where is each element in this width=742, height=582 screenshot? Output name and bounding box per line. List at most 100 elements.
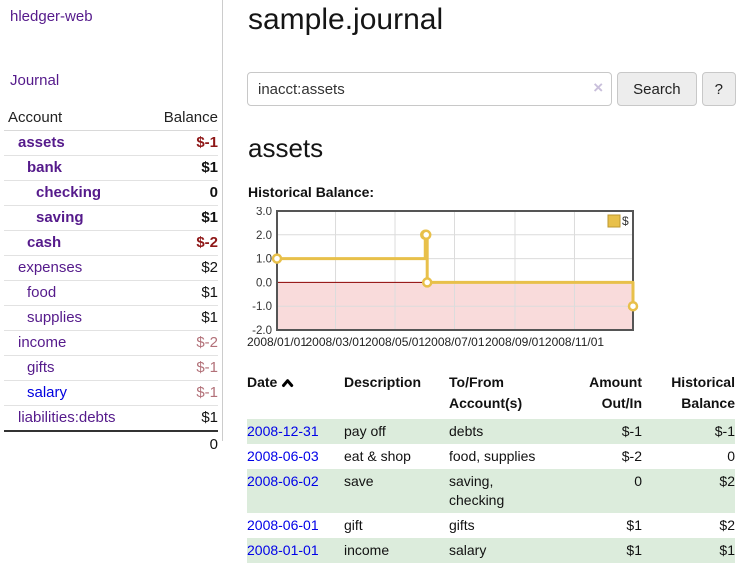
description-column-header: Description <box>344 374 422 390</box>
transaction-row: 2008-06-03 eat & shop food, supplies $-2… <box>247 444 735 469</box>
sidebar-item-journal[interactable]: Journal <box>10 72 60 89</box>
svg-text:-2.0: -2.0 <box>252 325 272 337</box>
historical-balance-chart: $3.0 2.0 1.0 0.0 -1.0 -2.0 2008/01/01 2008/03/0… <box>247 206 647 354</box>
account-row: assets $-1 <box>4 131 218 156</box>
help-button[interactable]: ? <box>701 72 736 106</box>
accounts-total-row: 0 <box>4 432 218 457</box>
search-button[interactable]: Search <box>617 72 697 106</box>
account-balance: $-1 <box>196 359 218 376</box>
account-row: gifts $-1 <box>4 356 218 381</box>
transaction-balance: $1 <box>719 542 735 558</box>
svg-text:2008/03/01: 2008/03/01 <box>305 335 365 349</box>
transaction-description: gift <box>344 517 363 533</box>
account-link[interactable]: expenses <box>18 259 83 276</box>
account-balance: $1 <box>201 309 218 326</box>
transaction-accounts: gifts <box>449 517 475 533</box>
svg-text:2008/01/01: 2008/01/01 <box>247 335 307 349</box>
register-table: Date Description To/From Account(s) Amou… <box>247 370 735 563</box>
transaction-balance: $2 <box>719 517 735 533</box>
transaction-balance: $2 <box>719 473 735 489</box>
transaction-balance: 0 <box>727 448 735 464</box>
accounts-list: assets $-1 bank $1 checking 0 saving $1 <box>4 131 218 432</box>
main-content: sample.journal × Search ? assets Histori… <box>247 0 736 563</box>
account-link[interactable]: saving <box>36 209 84 226</box>
svg-text:2008/09/01: 2008/09/01 <box>485 335 545 349</box>
transaction-description: eat & shop <box>344 448 411 464</box>
account-row: bank $1 <box>4 156 218 181</box>
svg-text:0.0: 0.0 <box>256 277 272 289</box>
transaction-amount: $-1 <box>621 423 642 439</box>
account-balance: $-2 <box>196 234 218 251</box>
accounts-table: Account Balance assets $-1 bank $1 check… <box>4 106 218 457</box>
account-link[interactable]: bank <box>27 159 63 176</box>
account-balance: $1 <box>201 284 218 301</box>
sort-ascending-icon <box>282 379 294 387</box>
balance-column-header: Balance <box>163 109 218 126</box>
transaction-amount: $1 <box>626 517 642 533</box>
transaction-date-link[interactable]: 2008-06-02 <box>247 473 319 489</box>
account-link[interactable]: food <box>27 284 57 301</box>
transaction-accounts: saving, checking <box>449 473 505 508</box>
transaction-accounts: food, supplies <box>449 448 536 464</box>
account-balance: $2 <box>201 259 218 276</box>
account-row: salary $-1 <box>4 381 218 406</box>
transaction-row: 2008-12-31 pay off debts $-1 $-1 <box>247 419 735 444</box>
search-bar: × Search ? <box>247 72 736 106</box>
transaction-date-link[interactable]: 2008-06-01 <box>247 517 319 533</box>
svg-text:2008/05/01: 2008/05/01 <box>365 335 425 349</box>
transaction-row: 2008-06-02 save saving, checking 0 $2 <box>247 469 735 513</box>
account-row: liabilities:debts $1 <box>4 406 218 432</box>
clear-search-icon[interactable]: × <box>593 78 604 97</box>
transaction-row: 2008-01-01 income salary $1 $1 <box>247 538 735 563</box>
transaction-description: pay off <box>344 423 386 439</box>
transaction-accounts: debts <box>449 423 484 439</box>
date-column-header[interactable]: Date <box>247 370 344 419</box>
register-body: 2008-12-31 pay off debts $-1 $-1 2008-06… <box>247 419 735 563</box>
account-balance: $-1 <box>196 134 218 151</box>
account-balance: 0 <box>209 184 218 201</box>
svg-text:1.0: 1.0 <box>256 254 272 266</box>
account-balance: $1 <box>201 409 218 426</box>
account-link[interactable]: salary <box>27 384 68 401</box>
transaction-amount: 0 <box>634 473 642 489</box>
account-link[interactable]: assets <box>18 134 65 151</box>
svg-text:2008/07/01: 2008/07/01 <box>424 335 484 349</box>
svg-text:2008/11/01: 2008/11/01 <box>545 335 604 349</box>
transaction-date-link[interactable]: 2008-06-03 <box>247 448 319 464</box>
account-row: cash $-2 <box>4 231 218 256</box>
account-balance: $-1 <box>196 384 218 401</box>
account-link[interactable]: supplies <box>27 309 83 326</box>
balance-chart-svg: $3.0 2.0 1.0 0.0 -1.0 -2.02008/01/012008/03/0… <box>247 206 639 349</box>
app-brand-link[interactable]: hledger-web <box>10 8 93 25</box>
transaction-description: income <box>344 542 390 558</box>
account-balance: $1 <box>201 159 218 176</box>
accounts-total-value: 0 <box>209 436 218 453</box>
account-balance: $1 <box>201 209 218 226</box>
account-row: expenses $2 <box>4 256 218 281</box>
account-link[interactable]: cash <box>27 234 62 251</box>
transaction-date-link[interactable]: 2008-12-31 <box>247 423 319 439</box>
svg-text:-1.0: -1.0 <box>252 301 272 313</box>
account-link[interactable]: income <box>18 334 67 351</box>
transaction-date-link[interactable]: 2008-01-01 <box>247 542 319 558</box>
svg-text:$: $ <box>622 214 629 228</box>
account-column-header: Account <box>8 109 63 126</box>
account-row: income $-2 <box>4 331 218 356</box>
svg-text:3.0: 3.0 <box>256 207 272 218</box>
account-row: checking 0 <box>4 181 218 206</box>
account-balance: $-2 <box>196 334 218 351</box>
account-heading: assets <box>248 133 324 163</box>
account-link[interactable]: checking <box>36 184 102 201</box>
transaction-amount: $1 <box>626 542 642 558</box>
sidebar: hledger-web Journal Account Balance asse… <box>0 0 223 453</box>
search-input[interactable] <box>247 72 613 106</box>
account-link[interactable]: liabilities:debts <box>18 409 116 426</box>
chart-title: Historical Balance: <box>248 184 375 200</box>
svg-text:2.0: 2.0 <box>256 230 272 242</box>
balance-column-header-main: Historical Balance <box>671 374 735 411</box>
accounts-table-header: Account Balance <box>4 106 218 131</box>
transaction-description: save <box>344 473 374 489</box>
account-column-header-main: To/From Account(s) <box>449 374 523 411</box>
account-row: saving $1 <box>4 206 218 231</box>
account-link[interactable]: gifts <box>27 359 55 376</box>
